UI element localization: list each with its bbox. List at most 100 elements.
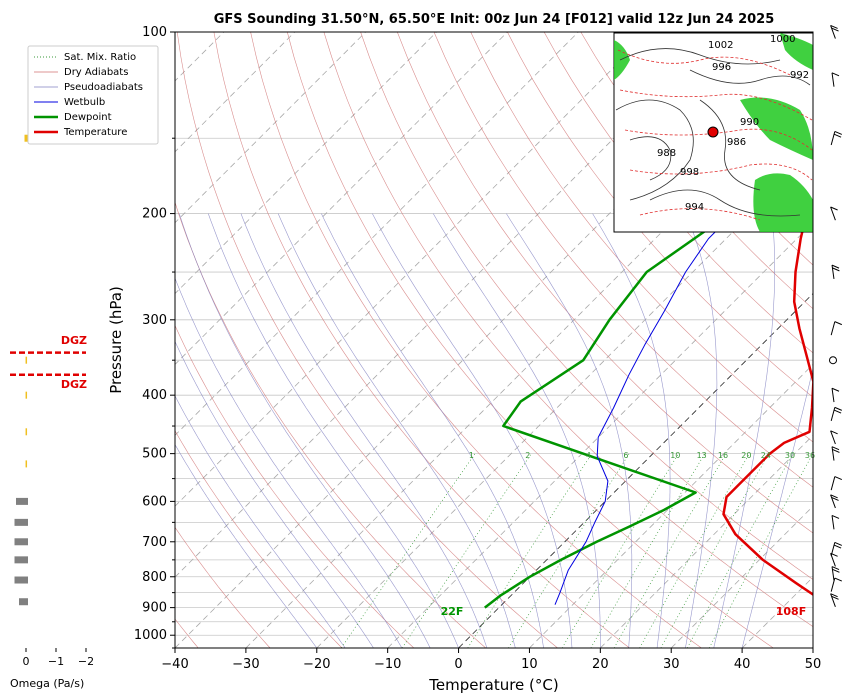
wind-barb: [831, 446, 840, 461]
barb-flag: [834, 476, 843, 481]
x-tick-label: 50: [805, 657, 822, 672]
omega-bar: [14, 538, 28, 546]
barb-flag: [831, 446, 840, 451]
pseudoadiabat: [713, 213, 776, 648]
barb-flag: [834, 321, 843, 326]
isotherm: [175, 32, 508, 366]
contour-label: 988: [657, 148, 676, 159]
dry-adiabat: [360, 32, 813, 580]
barb-staff: [831, 446, 835, 461]
wind-barb: [830, 494, 839, 509]
barb-flag: [831, 496, 839, 501]
barb-staff: [831, 515, 835, 530]
series-temperature: [722, 192, 813, 596]
series-dewpoint: [484, 143, 813, 609]
barb-flag: [830, 593, 838, 598]
omega-bar: [14, 556, 28, 564]
dgz-label-bottom: DGZ: [61, 378, 87, 391]
y-tick-label: 800: [142, 570, 167, 585]
pseudoadiabat: [175, 395, 346, 648]
legend-entry: Temperature: [63, 127, 127, 138]
omega-bar: [14, 576, 28, 584]
barb-flag: [834, 541, 843, 546]
x-tick-label: −20: [303, 657, 330, 672]
barb-staff: [830, 593, 836, 607]
contour-label: 992: [790, 70, 809, 81]
isotherm: [175, 32, 437, 295]
contour-label: 990: [740, 117, 759, 128]
omega-bar: [25, 391, 28, 399]
chart-title: GFS Sounding 31.50°N, 65.50°E Init: 00z …: [214, 12, 775, 27]
omega-bar: [19, 598, 28, 606]
mixing-ratio-label: 20: [741, 451, 751, 460]
mixing-ratio-label: 30: [785, 451, 795, 460]
barb-flag: [831, 27, 839, 32]
pseudoadiabat: [179, 213, 431, 648]
mixing-ratio-label: 2: [525, 451, 530, 460]
x-tick-label: −10: [374, 657, 401, 672]
dry-adiabat: [175, 526, 271, 648]
wind-barb: [830, 430, 838, 445]
wind-barb: [830, 593, 839, 607]
wind-barb: [830, 476, 843, 491]
dry-adiabat: [250, 32, 702, 648]
pseudoadiabat: [175, 443, 318, 648]
barb-flag: [832, 267, 840, 272]
barb-staff: [830, 407, 836, 422]
y-tick-label: 900: [142, 601, 167, 616]
contour-label: 1002: [708, 40, 733, 51]
barb-flag: [831, 514, 840, 519]
mixing-ratio-line: [590, 453, 706, 648]
legend-entry: Wetbulb: [64, 97, 105, 108]
mixing-ratio-line: [467, 453, 593, 648]
barb-flag: [832, 449, 840, 453]
y-tick-label: 1000: [134, 628, 167, 643]
dry-adiabat: [507, 32, 813, 398]
legend-entry: Dry Adiabats: [64, 67, 128, 78]
mixing-ratio-label: 1: [469, 451, 474, 460]
pseudoadiabat: [208, 213, 459, 648]
isotherm: [175, 32, 296, 153]
barb-flag: [834, 406, 843, 411]
location-marker: [707, 126, 719, 138]
contour-label: 996: [712, 62, 731, 73]
pseudoadiabat: [240, 213, 488, 648]
barb-staff: [831, 388, 835, 403]
isotherm: [812, 647, 813, 648]
dry-adiabat: [838, 32, 863, 648]
isotherm: [529, 363, 813, 648]
y-tick-label: 200: [142, 207, 167, 222]
mixing-ratio-label: 13: [697, 451, 707, 460]
surface-temperature-label: 108F: [776, 605, 806, 618]
isotherm: [600, 434, 813, 648]
precip-shading: [614, 33, 813, 232]
barb-flag: [834, 577, 843, 582]
omega-bar: [14, 518, 28, 526]
pseudoadiabat: [433, 213, 601, 648]
barb-staff: [831, 566, 835, 581]
inset-map: 1000 1002 996 992 990 998 994 986 988: [613, 32, 814, 233]
barb-flag: [831, 264, 840, 269]
isotherm: [175, 32, 650, 507]
wind-barb: [830, 406, 843, 422]
mixing-ratio-label: 36: [805, 451, 815, 460]
wind-barb: [831, 72, 840, 87]
barb-staff: [830, 25, 836, 39]
background-lines: [175, 32, 863, 648]
x-tick-label: 30: [663, 657, 680, 672]
pseudoadiabat: [372, 213, 573, 648]
wind-barb: [830, 541, 843, 557]
isotherm: [458, 292, 813, 648]
barb-staff: [830, 206, 836, 221]
omega-bar: [24, 134, 28, 142]
wind-barb: [830, 24, 839, 39]
barb-flag: [834, 131, 843, 135]
wind-barb: [830, 577, 843, 592]
x-tick-label: −40: [161, 657, 188, 672]
isotherm: [670, 505, 813, 648]
dry-adiabat: [543, 32, 813, 354]
barb-flag: [830, 430, 838, 435]
dry-adiabat: [470, 32, 813, 443]
wind-barb: [831, 566, 840, 581]
